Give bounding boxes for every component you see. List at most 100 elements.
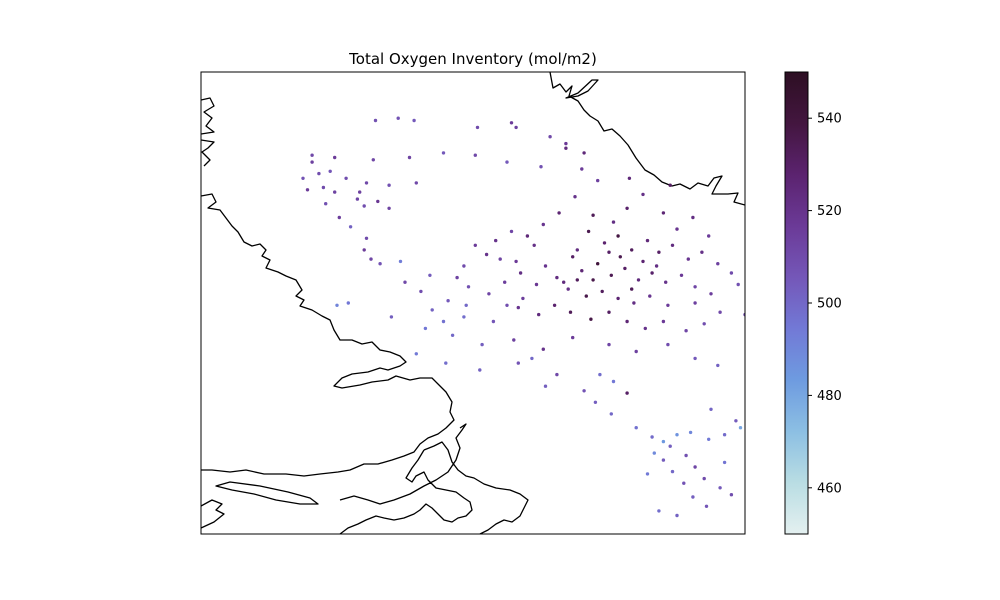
data-point bbox=[428, 273, 432, 277]
data-point bbox=[623, 266, 627, 271]
data-point bbox=[419, 289, 423, 294]
data-point bbox=[484, 252, 489, 257]
data-point bbox=[414, 181, 418, 185]
data-point bbox=[693, 465, 697, 469]
data-point bbox=[503, 280, 507, 284]
data-point bbox=[387, 206, 391, 210]
data-point bbox=[557, 211, 561, 215]
data-point bbox=[686, 257, 690, 261]
data-point bbox=[571, 255, 575, 259]
data-point bbox=[625, 391, 629, 395]
data-point bbox=[652, 451, 656, 455]
data-point bbox=[722, 433, 727, 437]
data-point bbox=[373, 118, 378, 123]
data-point bbox=[310, 153, 314, 157]
data-point bbox=[552, 303, 557, 307]
data-point bbox=[333, 190, 337, 194]
data-point bbox=[679, 273, 684, 277]
data-point bbox=[521, 296, 525, 301]
data-point bbox=[317, 171, 321, 176]
data-point bbox=[666, 303, 670, 307]
data-point bbox=[643, 326, 647, 331]
data-point bbox=[716, 262, 720, 266]
data-point bbox=[441, 151, 446, 155]
data-point bbox=[650, 271, 654, 275]
data-point bbox=[634, 349, 638, 354]
data-point bbox=[668, 444, 672, 448]
data-point bbox=[398, 259, 403, 264]
data-point bbox=[691, 495, 695, 499]
data-point bbox=[654, 264, 659, 268]
data-point bbox=[609, 273, 613, 277]
data-point bbox=[310, 160, 314, 164]
data-point bbox=[464, 303, 468, 307]
colorbar-tick-label: 520 bbox=[817, 204, 842, 219]
data-point bbox=[607, 310, 611, 314]
data-point bbox=[684, 453, 688, 458]
data-point bbox=[532, 243, 536, 247]
data-point bbox=[630, 248, 634, 252]
data-point bbox=[722, 460, 727, 465]
data-point bbox=[403, 280, 407, 284]
data-point bbox=[707, 234, 711, 238]
data-point bbox=[575, 278, 579, 282]
data-point bbox=[675, 513, 679, 518]
data-point bbox=[607, 250, 611, 254]
data-point bbox=[301, 176, 305, 180]
data-point bbox=[716, 363, 720, 368]
data-point bbox=[593, 400, 598, 404]
data-point bbox=[641, 259, 645, 264]
data-point bbox=[650, 435, 654, 439]
data-point bbox=[661, 211, 666, 215]
data-point bbox=[675, 433, 679, 437]
data-point bbox=[344, 176, 348, 180]
data-point bbox=[328, 169, 332, 173]
data-point bbox=[582, 389, 586, 393]
map-background bbox=[201, 72, 745, 534]
data-point bbox=[707, 437, 711, 441]
data-point bbox=[600, 289, 604, 294]
data-point bbox=[516, 361, 520, 365]
colorbar-tick-label: 500 bbox=[817, 297, 842, 312]
data-point bbox=[324, 202, 328, 206]
data-point bbox=[591, 213, 595, 217]
data-point bbox=[661, 439, 666, 444]
data-point bbox=[575, 248, 579, 252]
data-point bbox=[514, 259, 518, 264]
chart-title: Total Oxygen Inventory (mol/m2) bbox=[348, 50, 597, 68]
data-point bbox=[473, 243, 477, 247]
coastline-baffin-labrador bbox=[201, 97, 455, 477]
data-point bbox=[748, 454, 751, 457]
data-point bbox=[616, 234, 620, 238]
data-point bbox=[414, 352, 418, 356]
data-point bbox=[738, 426, 743, 430]
data-point bbox=[487, 292, 491, 296]
data-point bbox=[564, 141, 568, 146]
data-point bbox=[661, 319, 666, 324]
data-point bbox=[362, 248, 366, 252]
data-point bbox=[494, 238, 498, 243]
data-point bbox=[682, 481, 686, 485]
data-point bbox=[537, 312, 541, 317]
data-point bbox=[596, 178, 600, 183]
data-point bbox=[670, 469, 675, 474]
data-point bbox=[746, 329, 749, 332]
data-point bbox=[625, 206, 629, 210]
data-point bbox=[571, 335, 575, 340]
data-point bbox=[376, 199, 380, 204]
coastline-greenland bbox=[549, 72, 745, 206]
data-point bbox=[509, 229, 514, 234]
data-point bbox=[636, 278, 641, 282]
data-point bbox=[664, 280, 668, 284]
map-area bbox=[200, 71, 751, 535]
data-point bbox=[580, 269, 584, 273]
data-point bbox=[584, 294, 588, 298]
data-point bbox=[634, 426, 638, 430]
data-point bbox=[541, 347, 545, 351]
data-point bbox=[675, 227, 679, 231]
colorbar: 460 480 500 520 540 bbox=[784, 71, 842, 535]
data-point bbox=[480, 342, 484, 347]
data-point bbox=[607, 342, 611, 347]
data-point bbox=[611, 220, 616, 224]
